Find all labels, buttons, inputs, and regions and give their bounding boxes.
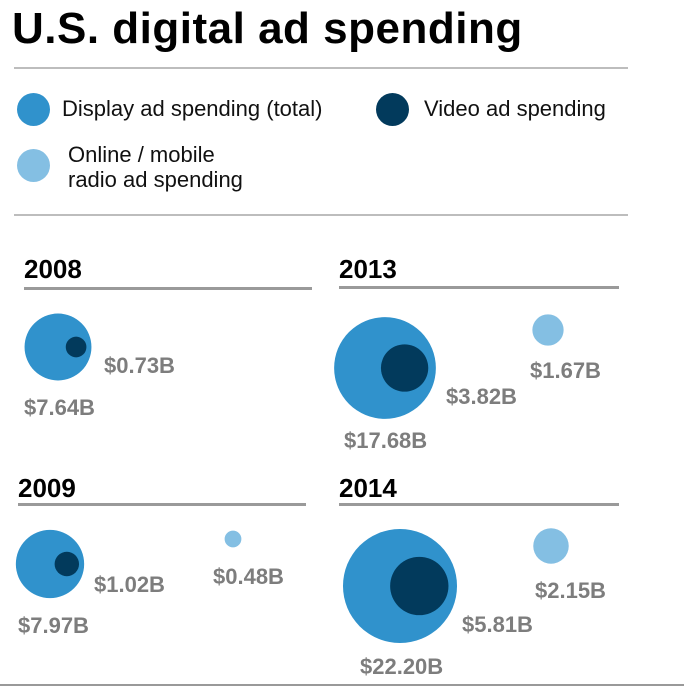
legend-radio-swatch	[17, 149, 50, 182]
legend-display-swatch	[17, 93, 50, 126]
label-display-2009: $7.97B	[18, 613, 89, 638]
divider	[14, 67, 628, 69]
bottom-rule	[0, 684, 684, 686]
year-2008: 2008	[24, 254, 82, 284]
label-video-2008: $0.73B	[104, 353, 175, 378]
bubble-video-2009	[54, 551, 80, 577]
panel-rule	[339, 503, 619, 506]
label-radio-2013: $1.67B	[530, 358, 601, 383]
year-2009: 2009	[18, 473, 76, 503]
legend-radio-label-2: radio ad spending	[68, 167, 243, 192]
panel-rule	[24, 287, 312, 290]
label-radio-2009: $0.48B	[213, 564, 284, 589]
label-radio-2014: $2.15B	[535, 578, 606, 603]
label-video-2009: $1.02B	[94, 572, 165, 597]
legend-radio-label-1: Online / mobile	[68, 142, 215, 167]
label-display-2008: $7.64B	[24, 395, 95, 420]
bubble-display-2009	[15, 529, 85, 599]
divider	[14, 214, 628, 216]
bubble-radio-2013	[532, 314, 564, 346]
label-display-2013: $17.68B	[344, 428, 427, 453]
label-display-2014: $22.20B	[360, 654, 443, 679]
bubble-video-2013	[380, 344, 429, 392]
panel-rule	[339, 286, 619, 289]
label-video-2014: $5.81B	[462, 612, 533, 637]
year-2014: 2014	[339, 473, 397, 503]
legend-video-label: Video ad spending	[424, 96, 606, 121]
year-2013: 2013	[339, 254, 397, 284]
panel-rule	[18, 503, 306, 506]
bubble-video-2008	[65, 336, 87, 358]
bubble-video-2014	[390, 556, 449, 616]
legend-display-label: Display ad spending (total)	[62, 96, 323, 121]
bubble-radio-2014	[533, 528, 569, 564]
label-video-2013: $3.82B	[446, 384, 517, 409]
legend-video-swatch	[376, 93, 409, 126]
chart-title: U.S. digital ad spending	[12, 4, 523, 53]
bubble-radio-2009	[224, 530, 242, 548]
bubble-display-2008	[24, 313, 92, 381]
